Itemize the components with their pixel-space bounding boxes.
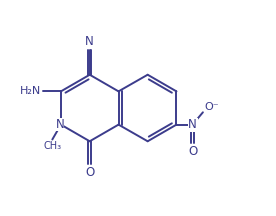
Text: O: O — [188, 145, 197, 158]
Text: N: N — [188, 118, 197, 131]
Text: H₂N: H₂N — [20, 86, 42, 96]
Text: O: O — [85, 165, 94, 178]
Text: N: N — [55, 118, 64, 131]
Text: CH₃: CH₃ — [43, 141, 61, 151]
Text: N: N — [85, 35, 94, 48]
Text: O⁻: O⁻ — [204, 102, 219, 112]
